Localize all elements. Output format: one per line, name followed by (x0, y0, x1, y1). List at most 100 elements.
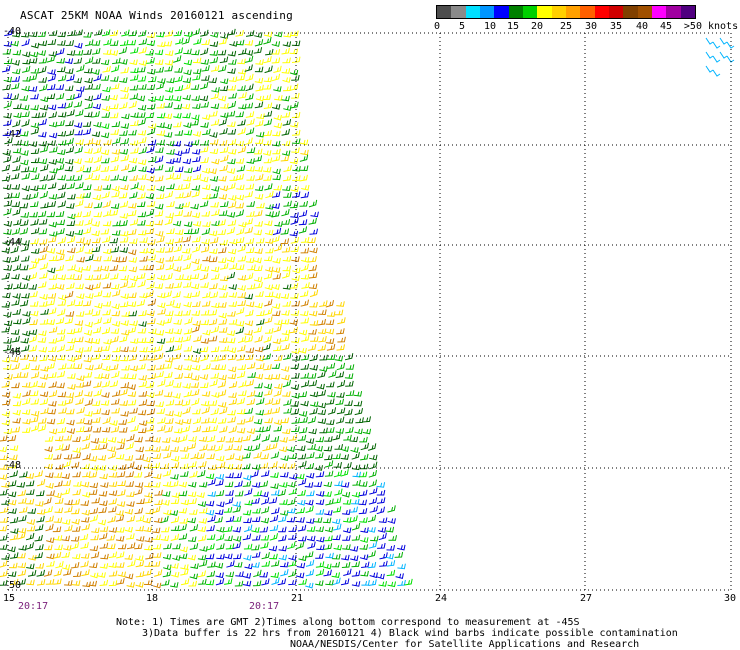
wind-barb (244, 329, 253, 336)
wind-barb (272, 345, 282, 352)
wind-barb (57, 111, 67, 118)
wind-barb (245, 309, 254, 317)
wind-barb (11, 273, 20, 280)
wind-barb (281, 128, 290, 136)
wind-barb (228, 284, 237, 290)
wind-barb (17, 569, 27, 577)
wind-barb (210, 346, 220, 353)
wind-barb (111, 185, 120, 192)
wind-barb (233, 472, 242, 479)
wind-barb (126, 582, 135, 588)
wind-barb (227, 409, 236, 416)
wind-barb (22, 427, 31, 433)
colorbar-segment (479, 6, 495, 18)
wind-barb (296, 517, 305, 523)
wind-barb (209, 283, 218, 290)
wind-barb (66, 328, 76, 335)
wind-barb (30, 201, 39, 208)
wind-barb (73, 353, 83, 361)
wind-barb (246, 362, 256, 370)
wind-barb (297, 489, 306, 496)
wind-barb (218, 312, 227, 319)
wind-barb (136, 498, 145, 505)
wind-barb (118, 192, 128, 199)
wind-barb (291, 256, 300, 262)
wind-barb (300, 290, 309, 298)
wind-barb (246, 166, 255, 172)
colorbar-segment (451, 6, 466, 18)
wind-barb (226, 337, 236, 344)
wind-barb (340, 446, 349, 453)
wind-barb (219, 146, 229, 154)
wind-barb (143, 569, 152, 576)
wind-barb (187, 536, 197, 543)
wind-barb (142, 517, 152, 524)
wind-barb (262, 444, 271, 452)
wind-barb (102, 220, 112, 227)
wind-barb (183, 301, 192, 308)
wind-barb (300, 149, 309, 156)
wind-barb (298, 460, 307, 468)
wind-barb (299, 139, 309, 146)
wind-barb (157, 41, 166, 48)
wind-barb (268, 545, 278, 552)
wind-barb (156, 112, 166, 119)
wind-barb (118, 265, 128, 272)
wind-barb (19, 95, 29, 101)
wind-barb (173, 343, 183, 351)
wind-barb (264, 374, 273, 380)
wind-barb (242, 573, 252, 579)
wind-barb (198, 461, 207, 468)
wind-barb (0, 454, 9, 461)
wind-barb (199, 346, 209, 353)
wind-barb (28, 272, 38, 280)
wind-barb (116, 527, 125, 533)
wind-barb (165, 283, 174, 289)
wind-barb (7, 435, 17, 442)
wind-barb (164, 95, 174, 101)
wind-barb (165, 263, 175, 271)
wind-barb (163, 543, 172, 550)
wind-barb (102, 235, 111, 243)
wind-barb (235, 30, 244, 37)
wind-barb (272, 338, 282, 345)
wind-barb (110, 273, 119, 280)
wind-barb (0, 446, 8, 453)
wind-barb (228, 263, 238, 270)
wind-barb (315, 491, 325, 497)
wind-barb (151, 462, 161, 469)
wind-barb (58, 363, 67, 370)
wind-barb (70, 536, 80, 542)
wind-barb (137, 211, 147, 218)
wind-barb (287, 498, 296, 506)
wind-barb (75, 336, 84, 343)
wind-barb (82, 380, 92, 387)
wind-barb (255, 59, 264, 65)
wind-barb (84, 411, 93, 417)
wind-barb (13, 282, 22, 290)
wind-barb (48, 221, 57, 228)
wind-barb (235, 158, 245, 164)
wind-barb (37, 50, 46, 56)
wind-barb (130, 338, 139, 344)
wind-barb (139, 354, 148, 362)
wind-barb (48, 121, 58, 128)
wind-barb (298, 411, 308, 417)
wind-barb (218, 175, 227, 182)
wind-barb (25, 480, 35, 487)
wind-barb (210, 325, 220, 334)
wind-barb (136, 95, 146, 102)
wind-barb (17, 578, 26, 586)
wind-barb (352, 471, 361, 478)
wind-barb (283, 353, 292, 360)
wind-barb (135, 446, 144, 453)
wind-barb (211, 220, 220, 227)
wind-barb (271, 154, 281, 162)
wind-barb (66, 408, 75, 415)
wind-barb (136, 272, 146, 280)
wind-barb (120, 138, 129, 145)
wind-barb (43, 569, 53, 577)
wind-barb (101, 112, 111, 118)
wind-barb (242, 580, 252, 587)
wind-barb (22, 390, 31, 397)
